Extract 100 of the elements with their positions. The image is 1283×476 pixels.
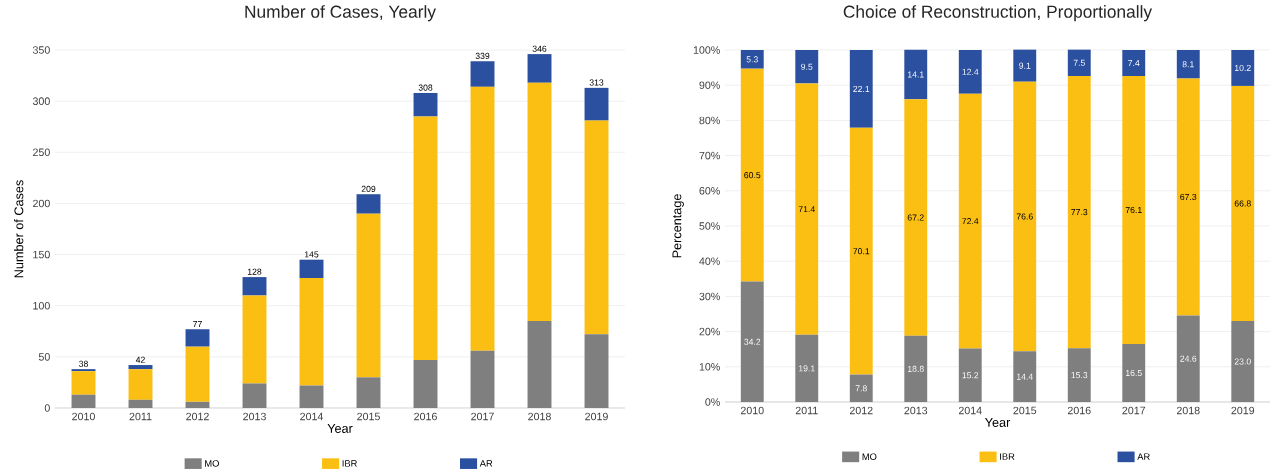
y-axis-title: Number of Cases	[14, 180, 24, 278]
bar	[1013, 81, 1037, 352]
y-tick-label: 50%	[699, 222, 720, 230]
x-tick-label: 2011	[795, 406, 818, 415]
bar	[958, 50, 982, 94]
total-label: 38	[79, 360, 88, 367]
bar	[1231, 85, 1255, 322]
bar	[1122, 50, 1146, 77]
bar	[1176, 50, 1200, 79]
x-tick-label: 2011	[129, 412, 152, 421]
bar	[470, 350, 495, 408]
data-label: 66.8	[1234, 200, 1251, 207]
x-tick-label: 2016	[1067, 406, 1091, 415]
bar	[795, 50, 819, 84]
bar	[185, 346, 210, 402]
bar	[356, 213, 381, 378]
data-label: 70.1	[853, 248, 870, 255]
data-label: 18.8	[907, 365, 924, 372]
bar	[242, 383, 267, 408]
y-tick-label: 50	[38, 353, 50, 361]
y-tick-label: 100	[33, 301, 50, 310]
y-tick-label: 200	[33, 199, 50, 208]
bar	[1231, 321, 1255, 402]
y-tick-label: 10%	[699, 363, 720, 371]
bar	[1176, 78, 1200, 316]
bar	[527, 321, 552, 408]
total-label: 308	[418, 84, 433, 91]
bar	[849, 374, 873, 402]
y-axis-title: Percentage	[672, 194, 684, 258]
data-label: 15.3	[1071, 372, 1088, 379]
bar	[1176, 315, 1200, 402]
bar	[242, 295, 267, 384]
legend-label: AR	[479, 460, 493, 467]
bar	[470, 86, 495, 351]
y-tick-label: 80%	[699, 116, 720, 125]
data-label: 7.8	[855, 385, 867, 392]
data-label: 34.2	[744, 338, 761, 345]
y-tick-label: 0	[44, 404, 50, 412]
bar	[904, 99, 928, 336]
data-label: 24.6	[1180, 355, 1197, 362]
y-tick-label: 350	[32, 46, 50, 54]
bar	[958, 93, 982, 349]
bar	[740, 50, 764, 69]
data-label: 60.5	[744, 172, 761, 179]
y-tick-label: 70%	[699, 151, 720, 160]
bar	[413, 359, 438, 408]
bar	[128, 369, 153, 400]
bar	[299, 385, 324, 408]
data-label: 14.1	[907, 71, 924, 78]
data-label: 76.1	[1125, 206, 1142, 214]
bar	[584, 334, 609, 408]
x-tick-label: 2015	[1013, 406, 1037, 415]
total-label: 42	[135, 356, 145, 363]
bar	[356, 194, 381, 214]
legend-label: MO	[205, 460, 219, 467]
y-tick-label: 90%	[699, 81, 720, 89]
chart-title: Number of Cases, Yearly	[245, 5, 436, 22]
bar	[1122, 343, 1146, 402]
y-tick-label: 250	[33, 148, 50, 157]
legend-label: AR	[1137, 453, 1150, 460]
x-tick-label: 2014	[958, 406, 982, 415]
bar	[795, 83, 819, 335]
data-label: 67.2	[907, 214, 924, 221]
bar	[128, 365, 153, 370]
total-label: 339	[475, 52, 490, 59]
x-tick-label: 2017	[471, 412, 494, 421]
bar	[71, 369, 96, 372]
total-label: 77	[193, 321, 202, 327]
data-label: 7.4	[1128, 60, 1140, 66]
x-tick-label: 2014	[300, 412, 324, 421]
bar	[527, 54, 552, 83]
bar	[1067, 76, 1091, 349]
legend-label: MO	[862, 453, 877, 460]
bar	[849, 50, 873, 128]
bar	[299, 278, 324, 386]
data-label: 9.1	[1019, 62, 1031, 69]
bar	[185, 401, 210, 408]
x-tick-label: 2013	[243, 412, 266, 421]
data-label: 5.3	[746, 56, 758, 63]
x-tick-label: 2012	[849, 406, 873, 415]
bar	[185, 329, 210, 347]
data-label: 16.5	[1125, 369, 1142, 377]
x-tick-label: 2012	[186, 412, 209, 421]
bar	[1067, 49, 1091, 77]
y-tick-label: 100%	[693, 46, 720, 54]
y-tick-label: 40%	[699, 257, 720, 265]
data-label: 12.4	[962, 68, 979, 75]
bar	[1013, 351, 1037, 402]
total-label: 346	[532, 45, 547, 52]
legend-label: IBR	[1000, 453, 1015, 460]
bar	[1231, 50, 1255, 86]
bar	[299, 259, 324, 279]
bar	[1122, 76, 1146, 344]
bar	[413, 116, 438, 360]
bar	[1067, 348, 1091, 402]
bar	[413, 92, 438, 117]
bar	[71, 394, 96, 408]
data-label: 76.6	[1016, 213, 1033, 220]
y-tick-label: 0%	[705, 398, 720, 406]
bar	[356, 377, 381, 408]
